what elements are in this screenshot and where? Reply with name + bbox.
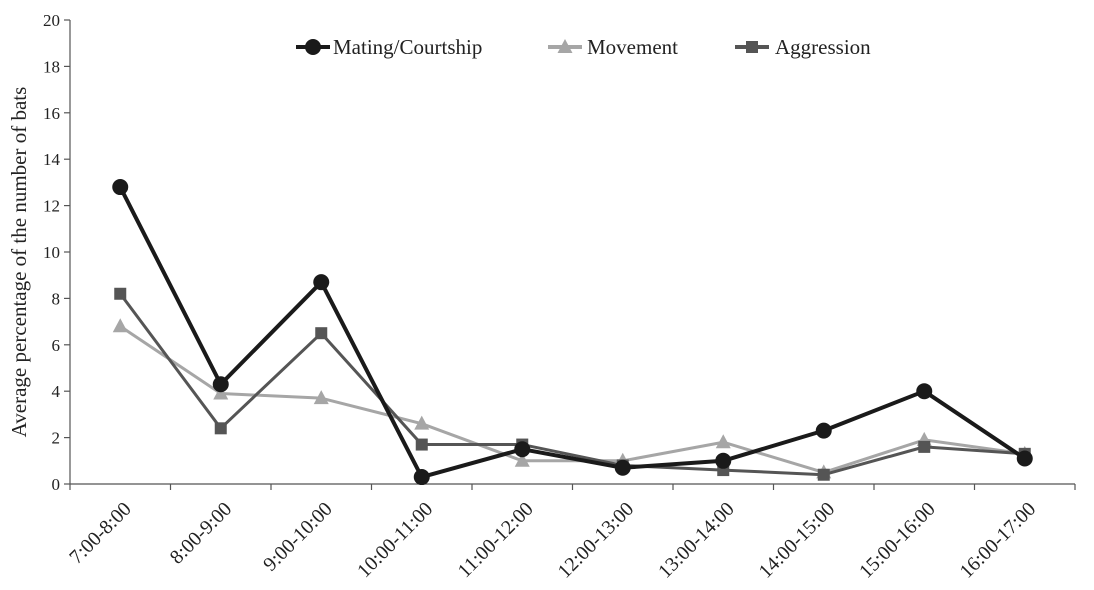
legend-marker-aggression	[746, 41, 758, 53]
data-point-mating-courtship	[614, 459, 631, 476]
data-point-mating-courtship	[413, 469, 430, 486]
data-point-aggression	[214, 422, 227, 435]
series-line-aggression	[119, 292, 1025, 477]
y-tick-label: 14	[43, 150, 61, 169]
y-tick-label: 2	[52, 429, 61, 448]
legend-item-movement: Movement	[548, 35, 678, 59]
x-tick-label: 8:00-9:00	[166, 498, 237, 569]
data-point-mating-courtship	[1016, 450, 1033, 467]
series-aggression	[114, 287, 1031, 481]
y-tick-label: 16	[43, 104, 60, 123]
x-tick-label: 10:00-11:00	[353, 498, 437, 582]
x-tick-label: 14:00-15:00	[755, 498, 840, 583]
data-point-aggression	[817, 468, 830, 481]
series-line-mating-courtship	[118, 186, 1026, 480]
data-point-aggression	[415, 438, 428, 451]
data-point-movement	[313, 390, 329, 405]
legend-item-aggression: Aggression	[735, 35, 871, 59]
data-point-mating-courtship	[514, 441, 531, 458]
data-point-movement	[213, 385, 229, 400]
data-point-movement	[112, 318, 128, 333]
x-tick-label: 12:00-13:00	[554, 498, 639, 583]
y-tick-label: 4	[52, 382, 61, 401]
x-tick-label: 11:00-12:00	[454, 498, 538, 582]
x-ticks: 7:00-8:00 8:00-9:00 9:00-10:00 10:00-11:00 1…	[65, 484, 1076, 583]
legend-label-mating-courtship: Mating/Courtship	[333, 35, 482, 59]
data-point-mating-courtship	[916, 383, 933, 400]
y-tick-label: 0	[52, 475, 61, 494]
legend: Mating/Courtship Movement Aggression	[296, 35, 871, 59]
series-mating-courtship	[112, 179, 1033, 486]
legend-item-mating-courtship: Mating/Courtship	[296, 35, 482, 59]
legend-marker-mating-courtship	[305, 39, 321, 55]
x-tick-label: 16:00-17:00	[956, 498, 1041, 583]
data-point-movement	[514, 452, 530, 467]
data-point-aggression	[918, 440, 931, 453]
y-tick-label: 8	[52, 289, 61, 308]
data-point-mating-courtship	[212, 376, 229, 393]
data-point-mating-courtship	[112, 179, 129, 196]
legend-label-aggression: Aggression	[775, 35, 871, 59]
x-tick-label: 9:00-10:00	[259, 498, 337, 576]
axes: 0 2 4 6 8 10 12 14 16 18 20 7:00-8:00 8:00-9:00 9:00…	[43, 11, 1076, 583]
x-tick-label: 13:00-14:00	[654, 498, 739, 583]
data-point-movement	[414, 415, 430, 430]
x-tick-label: 7:00-8:00	[65, 498, 136, 569]
y-tick-label: 20	[43, 11, 60, 30]
data-point-aggression	[114, 287, 127, 300]
y-tick-label: 6	[52, 336, 61, 355]
y-tick-label: 18	[43, 57, 60, 76]
data-point-mating-courtship	[815, 422, 832, 439]
data-point-movement	[715, 434, 731, 449]
series-layer	[112, 179, 1033, 486]
y-tick-label: 12	[43, 197, 60, 216]
series-line-movement	[119, 324, 1025, 474]
x-tick-label: 15:00-16:00	[855, 498, 940, 583]
y-ticks: 0 2 4 6 8 10 12 14 16 18 20	[43, 11, 70, 494]
y-axis-title: Average percentage of the number of bats	[7, 87, 31, 438]
data-point-aggression	[315, 327, 328, 340]
data-point-mating-courtship	[715, 452, 732, 469]
data-point-mating-courtship	[313, 274, 330, 291]
legend-marker-movement	[557, 39, 573, 53]
legend-label-movement: Movement	[587, 35, 678, 59]
y-tick-label: 10	[43, 243, 60, 262]
